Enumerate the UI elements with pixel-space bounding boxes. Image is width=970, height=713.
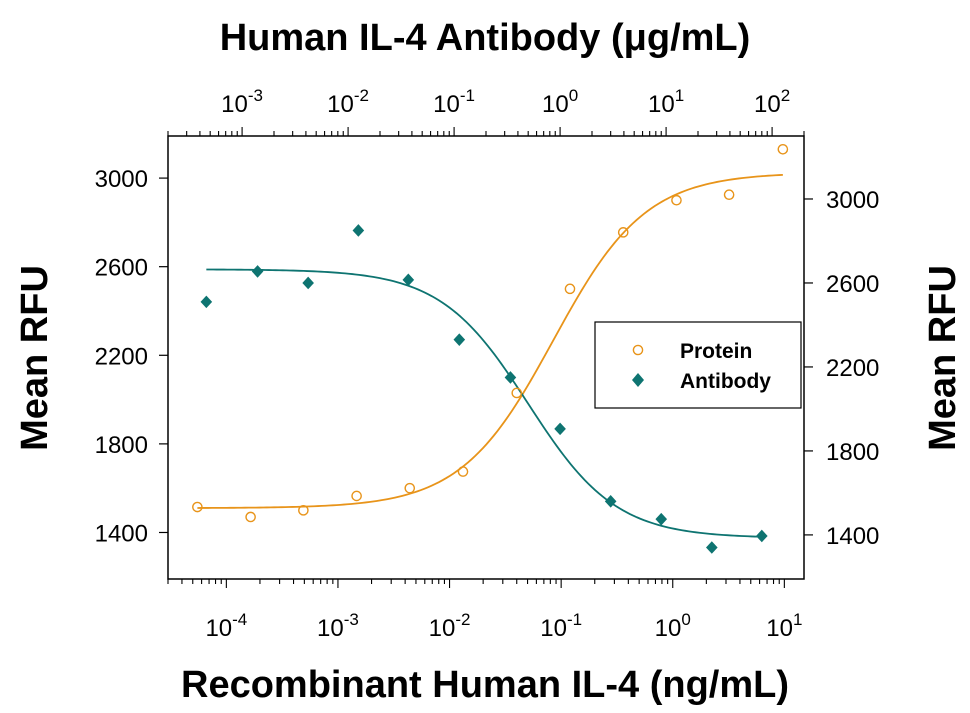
- protein-point: [351, 490, 362, 502]
- tick-label: 2600: [826, 271, 879, 298]
- legend-box: [594, 321, 802, 409]
- tick-label: 10-4: [205, 610, 247, 642]
- data-points: [192, 143, 789, 554]
- protein-point: [617, 227, 629, 238]
- tick-label: 10-2: [327, 86, 369, 118]
- tick-label: 3000: [826, 187, 879, 214]
- tick-label: 3000: [95, 166, 148, 193]
- tick-label: 10-2: [429, 610, 471, 642]
- protein-point: [404, 482, 416, 494]
- protein-point: [723, 189, 735, 200]
- tick-label: 2200: [826, 355, 879, 382]
- legend-antibody-marker: [632, 373, 644, 387]
- tick-label: 1400: [95, 520, 148, 547]
- tick-label: 2200: [95, 343, 148, 370]
- protein-point: [192, 501, 203, 513]
- left-y-axis-label: Mean RFU: [14, 265, 56, 451]
- protein-point: [511, 387, 523, 399]
- legend-antibody-label: Antibody: [680, 370, 771, 393]
- antibody-point: [352, 224, 365, 237]
- tick-label: 1800: [826, 439, 879, 466]
- antibody-point: [655, 512, 668, 526]
- tick-label: 101: [766, 610, 802, 642]
- bottom-axis: 10-4 10-3 10-2 10-1 100 101: [167, 579, 802, 642]
- protein-point: [457, 466, 469, 477]
- antibody-point: [604, 495, 617, 508]
- tick-label: 1400: [826, 523, 879, 550]
- tick-label: 101: [648, 86, 684, 118]
- right-y-axis-label: Mean RFU: [922, 265, 964, 451]
- protein-point: [777, 143, 789, 155]
- tick-label: 10-3: [221, 86, 263, 118]
- antibody-point: [756, 529, 768, 543]
- legend-protein-marker: [632, 344, 644, 356]
- tick-label: 10-1: [433, 86, 475, 118]
- top-axis: 10-3 10-2 10-1 100 101 102: [167, 86, 805, 136]
- legend: Protein Antibody: [594, 321, 802, 409]
- antibody-point: [251, 265, 264, 278]
- antibody-point: [402, 273, 415, 287]
- tick-label: 102: [754, 86, 790, 118]
- left-axis: 1400 1800 2200 2600 3000: [95, 166, 168, 547]
- chart-title: Human IL-4 Antibody (μg/mL): [220, 17, 751, 59]
- antibody-point: [554, 422, 566, 436]
- x-axis-label: Recombinant Human IL-4 (ng/mL): [181, 664, 789, 706]
- antibody-point: [200, 295, 213, 309]
- protein-fit-curve: [197, 173, 783, 509]
- antibody-point: [453, 333, 466, 346]
- tick-label: 1800: [95, 432, 148, 459]
- legend-protein-label: Protein: [680, 340, 752, 363]
- fit-curves: [197, 173, 783, 538]
- tick-label: 10-1: [540, 610, 582, 642]
- tick-label: 10-3: [317, 610, 359, 642]
- tick-label: 100: [542, 86, 578, 118]
- protein-point: [298, 505, 309, 516]
- antibody-point: [504, 371, 517, 384]
- tick-label: 100: [655, 610, 691, 642]
- antibody-fit-curve: [206, 268, 762, 538]
- right-axis: 1400 1800 2200 2600 3000: [804, 187, 879, 550]
- antibody-point: [706, 541, 718, 554]
- protein-point: [671, 194, 682, 206]
- protein-point: [245, 511, 256, 523]
- protein-point: [564, 283, 576, 295]
- antibody-point: [302, 276, 314, 290]
- tick-label: 2600: [95, 255, 148, 282]
